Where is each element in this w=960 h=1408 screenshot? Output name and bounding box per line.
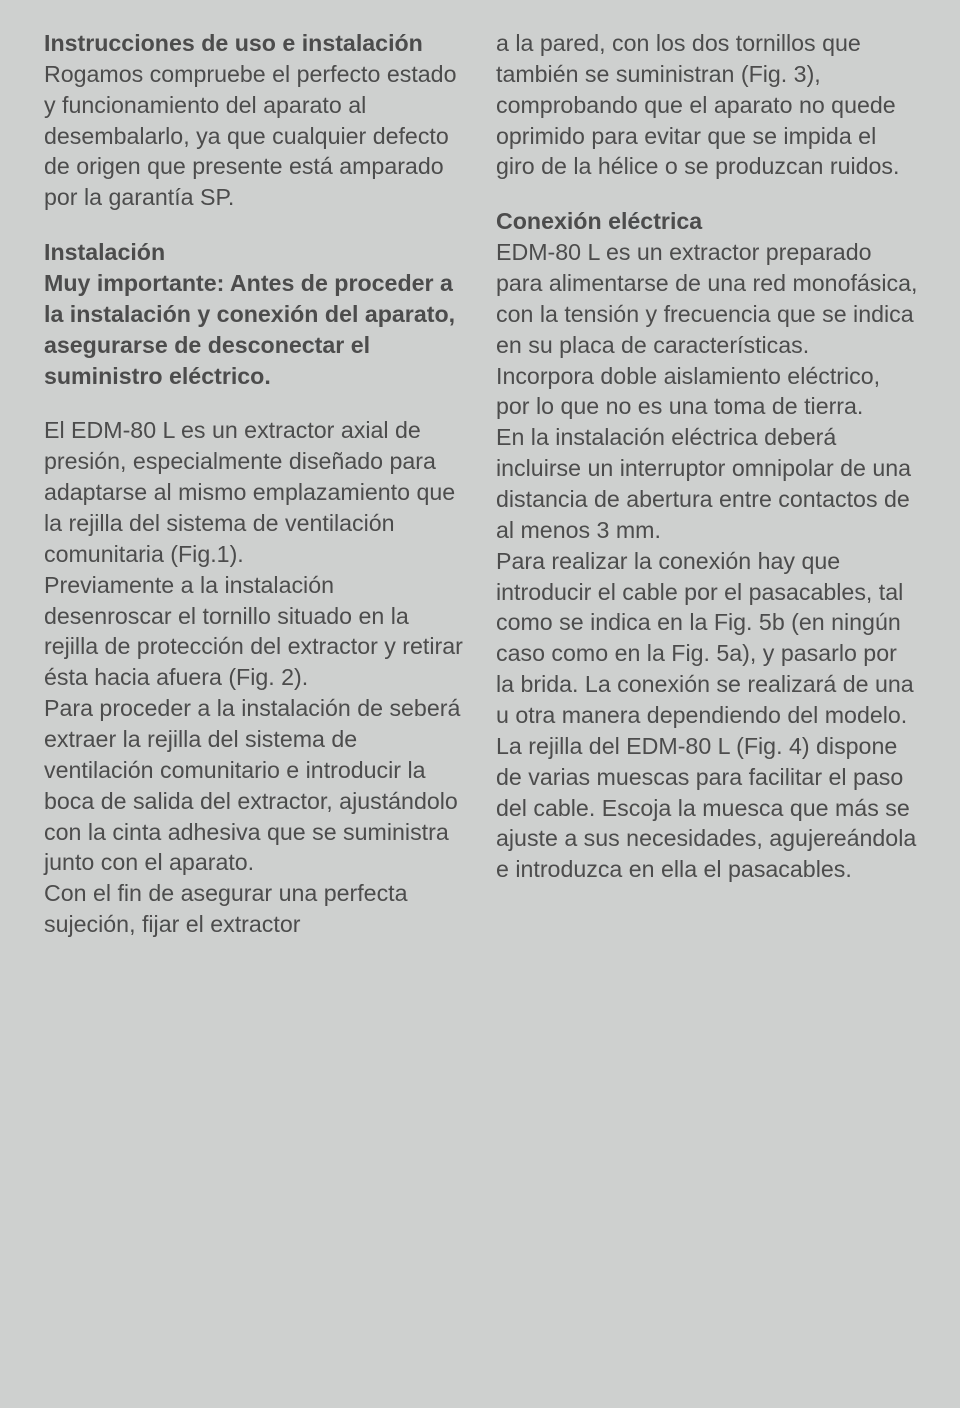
- paragraph-wall-fix: a la pared, con los dos tornillos que ta…: [496, 28, 920, 182]
- continuation-block: a la pared, con los dos tornillos que ta…: [496, 28, 920, 182]
- paragraph-conn-4: Para realizar la conexión hay que introd…: [496, 546, 920, 731]
- document-page: Instrucciones de uso e instalación Rogam…: [0, 0, 960, 1408]
- intro-paragraph: Rogamos compruebe el perfecto estado y f…: [44, 59, 468, 213]
- left-column: Instrucciones de uso e instalación Rogam…: [44, 28, 468, 1380]
- install-title: Instalación: [44, 237, 468, 268]
- connection-title: Conexión eléctrica: [496, 206, 920, 237]
- paragraph-conn-1: EDM-80 L es un extractor preparado para …: [496, 237, 920, 360]
- intro-block: Instrucciones de uso e instalación Rogam…: [44, 28, 468, 213]
- paragraph-edm: El EDM-80 L es un extractor axial de pre…: [44, 415, 468, 569]
- install-warning: Muy importante: Antes de proceder a la i…: [44, 268, 468, 391]
- connection-block: Conexión eléctrica EDM-80 L es un extrac…: [496, 206, 920, 885]
- paragraph-conn-3: En la instalación eléctrica deberá inclu…: [496, 422, 920, 545]
- doc-title: Instrucciones de uso e instalación: [44, 28, 468, 59]
- right-column: a la pared, con los dos tornillos que ta…: [496, 28, 920, 1380]
- install-block: Instalación Muy importante: Antes de pro…: [44, 237, 468, 391]
- paragraph-secure: Con el fin de asegurar una perfecta suje…: [44, 878, 468, 940]
- paragraph-install-procedure: Para proceder a la instalación de seberá…: [44, 693, 468, 878]
- description-block: El EDM-80 L es un extractor axial de pre…: [44, 415, 468, 940]
- paragraph-pre-install: Previamente a la instalación desenroscar…: [44, 570, 468, 693]
- paragraph-conn-2: Incorpora doble aislamiento eléctrico, p…: [496, 361, 920, 423]
- paragraph-conn-5: La rejilla del EDM-80 L (Fig. 4) dispone…: [496, 731, 920, 885]
